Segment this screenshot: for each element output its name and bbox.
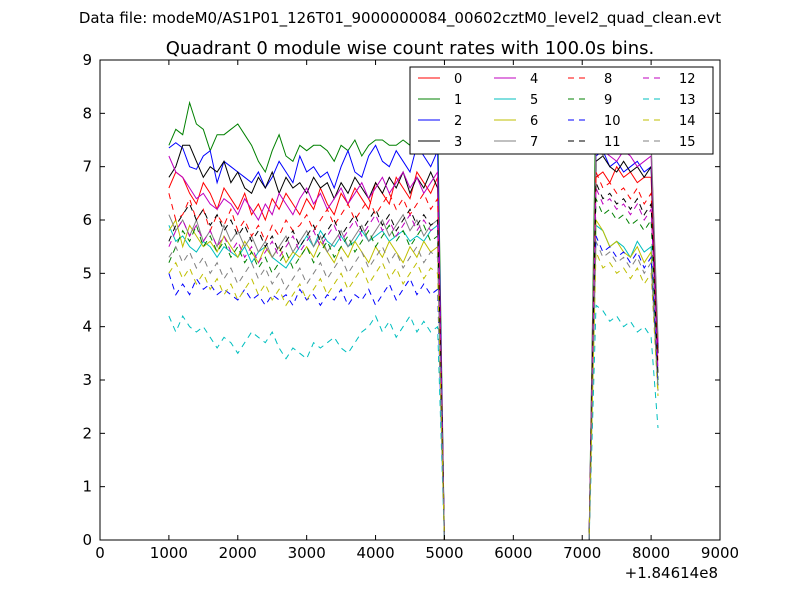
y-tick-label: 3 xyxy=(82,371,92,389)
y-tick-label: 5 xyxy=(82,264,92,282)
legend-label-15: 15 xyxy=(679,135,696,150)
legend-label-7: 7 xyxy=(530,135,538,150)
legend-label-14: 14 xyxy=(679,114,696,129)
legend-label-1: 1 xyxy=(454,93,462,108)
legend-label-11: 11 xyxy=(604,135,621,150)
x-offset-label: +1.84614e8 xyxy=(625,564,718,582)
plot-frame xyxy=(99,59,721,541)
legend-label-10: 10 xyxy=(604,114,621,129)
legend-label-4: 4 xyxy=(530,72,538,87)
legend-label-8: 8 xyxy=(604,72,612,87)
y-tick-label: 4 xyxy=(82,318,92,336)
chart-title: Quadrant 0 module wise count rates with … xyxy=(166,38,655,59)
x-tick-label: 4000 xyxy=(356,544,394,562)
series-line-13 xyxy=(168,304,659,541)
y-tick-label: 9 xyxy=(82,51,92,69)
x-tick-label: 3000 xyxy=(288,544,326,562)
x-tick-label: 7000 xyxy=(563,544,601,562)
legend-label-0: 0 xyxy=(454,72,462,87)
axis-layer: 0 1000 2000 3000 4000 5000 6000 7000 8000 9000012… xyxy=(82,51,739,562)
series-line-12 xyxy=(168,187,659,541)
x-tick-label: 6000 xyxy=(494,544,532,562)
legend-label-12: 12 xyxy=(679,72,696,87)
x-tick-label: 1000 xyxy=(150,544,188,562)
legend-label-6: 6 xyxy=(530,114,538,129)
y-tick-label: 6 xyxy=(82,211,92,229)
legend-label-2: 2 xyxy=(454,114,462,129)
legend-frame xyxy=(409,66,714,155)
legend-label-13: 13 xyxy=(679,93,696,108)
x-tick-label: 9000 xyxy=(701,544,739,562)
y-tick-label: 2 xyxy=(82,424,92,442)
legend-label-3: 3 xyxy=(454,135,462,150)
y-tick-label: 7 xyxy=(82,158,92,176)
x-tick-label: 0 xyxy=(95,544,105,562)
x-tick-label: 8000 xyxy=(632,544,670,562)
x-tick-label: 5000 xyxy=(425,544,463,562)
y-tick-label: 8 xyxy=(82,104,92,122)
y-tick-label: 0 xyxy=(82,531,92,549)
x-tick-label: 2000 xyxy=(219,544,257,562)
legend-label-9: 9 xyxy=(604,93,612,108)
legend-label-5: 5 xyxy=(530,93,538,108)
y-tick-label: 1 xyxy=(82,478,92,496)
data-file-suptitle: Data file: modeM0/AS1P01_126T01_90000000… xyxy=(79,9,721,28)
